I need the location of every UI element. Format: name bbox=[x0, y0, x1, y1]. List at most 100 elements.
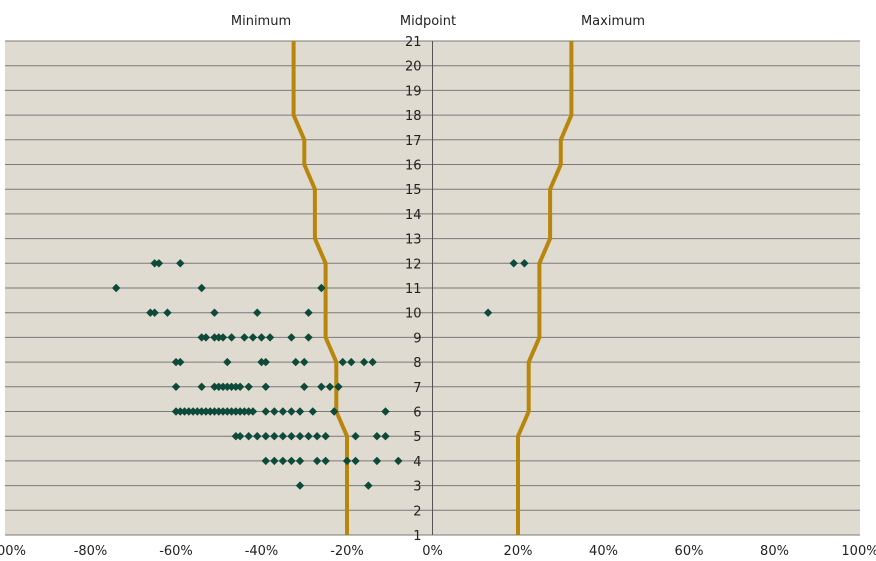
y-tick-label: 7 bbox=[413, 381, 421, 396]
data-point bbox=[235, 382, 245, 391]
data-point bbox=[227, 333, 236, 342]
data-point bbox=[278, 432, 288, 441]
y-tick-label: 16 bbox=[405, 159, 422, 174]
data-point bbox=[171, 382, 181, 391]
data-point bbox=[394, 456, 403, 466]
data-point bbox=[257, 333, 266, 342]
data-point bbox=[201, 407, 211, 416]
data-point bbox=[300, 357, 309, 367]
range-lines bbox=[291, 41, 574, 535]
y-tick-label: 15 bbox=[405, 183, 422, 198]
data-point bbox=[231, 432, 241, 441]
x-tick-label: -60% bbox=[159, 544, 193, 559]
data-point bbox=[287, 407, 296, 416]
data-point bbox=[111, 283, 121, 293]
range-line bbox=[291, 41, 349, 535]
data-point bbox=[176, 259, 185, 268]
y-tick-label: 9 bbox=[413, 331, 421, 346]
data-point bbox=[218, 333, 228, 342]
data-point bbox=[240, 333, 249, 342]
x-tick-label: 60% bbox=[675, 544, 704, 559]
x-tick-label: -80% bbox=[74, 544, 108, 559]
data-point bbox=[184, 407, 194, 416]
data-point bbox=[312, 456, 322, 466]
data-point bbox=[295, 407, 305, 416]
data-point bbox=[171, 407, 181, 416]
data-point bbox=[304, 308, 313, 317]
data-points bbox=[111, 259, 529, 490]
data-point bbox=[227, 407, 236, 416]
data-point bbox=[261, 382, 270, 391]
y-tick-label: 3 bbox=[413, 480, 421, 495]
x-tick-label: -20% bbox=[330, 544, 364, 559]
data-point bbox=[235, 432, 245, 441]
data-point bbox=[210, 382, 219, 391]
data-point bbox=[146, 308, 155, 317]
header-midpoint: Midpoint bbox=[400, 14, 456, 29]
data-point bbox=[295, 456, 305, 466]
data-point bbox=[520, 259, 529, 268]
data-point bbox=[214, 333, 223, 342]
x-tick-label: -40% bbox=[245, 544, 279, 559]
data-point bbox=[270, 456, 279, 466]
data-point bbox=[270, 432, 279, 441]
y-tick-label: 6 bbox=[413, 406, 421, 421]
data-point bbox=[180, 407, 189, 416]
data-point bbox=[223, 382, 232, 391]
data-point bbox=[317, 283, 326, 293]
data-point bbox=[201, 333, 211, 342]
y-tick-label: 21 bbox=[405, 35, 422, 50]
data-point bbox=[342, 456, 352, 466]
data-point bbox=[368, 357, 377, 367]
data-point bbox=[223, 407, 232, 416]
data-point bbox=[381, 432, 390, 441]
y-tick-label: 17 bbox=[405, 134, 422, 149]
data-point bbox=[253, 308, 262, 317]
data-point bbox=[329, 407, 339, 416]
data-point bbox=[287, 333, 296, 342]
data-point bbox=[483, 308, 493, 317]
y-tick-label: 12 bbox=[405, 257, 422, 272]
data-point bbox=[240, 407, 249, 416]
data-point bbox=[227, 382, 236, 391]
data-point bbox=[218, 382, 228, 391]
data-point bbox=[295, 432, 305, 441]
y-tick-label: 18 bbox=[405, 109, 422, 124]
x-tick-label: 20% bbox=[504, 544, 533, 559]
x-tick-label: 40% bbox=[589, 544, 618, 559]
header-minimum: Minimum bbox=[231, 14, 291, 29]
data-point bbox=[154, 259, 164, 268]
data-point bbox=[304, 333, 313, 342]
data-point bbox=[287, 456, 296, 466]
x-tick-labels: -100% -80% -60% -40% -20% 0% 20% 40% 60% 80% 100% bbox=[0, 544, 876, 559]
data-point bbox=[381, 407, 390, 416]
x-tick-label: -100% bbox=[0, 544, 26, 559]
data-point bbox=[347, 357, 356, 367]
data-point bbox=[308, 407, 317, 416]
y-tick-label: 11 bbox=[405, 282, 422, 297]
data-point bbox=[287, 432, 296, 441]
data-point bbox=[321, 456, 330, 466]
data-point bbox=[317, 382, 326, 391]
data-point bbox=[163, 308, 172, 317]
data-point bbox=[193, 407, 202, 416]
data-point bbox=[364, 481, 373, 490]
data-point bbox=[210, 407, 219, 416]
data-point bbox=[206, 407, 215, 416]
data-point bbox=[214, 407, 223, 416]
y-tick-label: 2 bbox=[413, 504, 421, 519]
data-point bbox=[244, 407, 253, 416]
y-tick-label: 19 bbox=[405, 84, 422, 99]
range-line bbox=[516, 41, 574, 535]
data-point bbox=[210, 333, 219, 342]
x-tick-label: 100% bbox=[841, 544, 876, 559]
data-point bbox=[372, 456, 382, 466]
data-point bbox=[325, 382, 335, 391]
data-point bbox=[244, 382, 253, 391]
data-point bbox=[334, 382, 343, 391]
data-point bbox=[278, 407, 288, 416]
data-point bbox=[248, 407, 258, 416]
data-point bbox=[253, 432, 262, 441]
data-point bbox=[261, 456, 270, 466]
